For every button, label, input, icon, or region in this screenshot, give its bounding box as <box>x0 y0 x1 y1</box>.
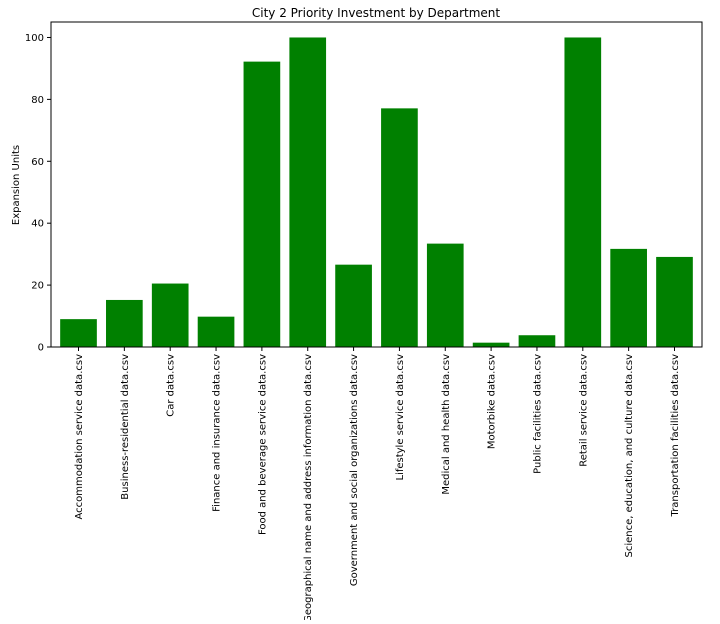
bar <box>151 283 189 347</box>
bar <box>518 335 556 347</box>
y-tick-label: 40 <box>31 219 44 230</box>
bar <box>564 37 602 347</box>
x-tick-label: Medical and health data.csv <box>441 354 452 495</box>
x-tick-label: Public facilities data.csv <box>532 354 543 474</box>
y-tick-label: 0 <box>38 343 44 354</box>
x-tick-label: Lifestyle service data.csv <box>395 354 406 481</box>
bar <box>197 316 235 347</box>
x-tick-label: Science, education, and culture data.csv <box>624 354 635 558</box>
x-tick-label: Accommodation service data.csv <box>74 354 85 520</box>
x-tick-label: Business-residential data.csv <box>120 354 131 500</box>
chart-title: City 2 Priority Investment by Department <box>252 6 501 20</box>
y-tick-label: 80 <box>31 95 44 106</box>
bar <box>106 299 143 347</box>
bar <box>243 61 281 347</box>
x-tick-label: Finance and insurance data.csv <box>212 354 223 512</box>
x-tick-label: Retail service data.csv <box>578 354 589 467</box>
x-tick-label: Car data.csv <box>166 354 177 417</box>
bar <box>60 319 97 347</box>
bar <box>656 256 693 347</box>
bar <box>426 243 464 347</box>
plot-frame <box>50 21 703 348</box>
plot-area: 0 20 40 60 80 100 Accommodation service data.c… <box>25 21 703 623</box>
y-tick-label: 60 <box>31 157 44 168</box>
bar <box>610 248 647 347</box>
bar <box>472 342 510 347</box>
bar <box>289 37 327 347</box>
x-tick-label: Government and social organizations data… <box>349 354 360 586</box>
bar <box>381 108 418 347</box>
y-tick-label: 100 <box>25 33 44 44</box>
x-tick-label: Transportation facilities data.csv <box>670 354 681 518</box>
x-tick-label: Motorbike data.csv <box>487 354 498 449</box>
y-tick-label: 20 <box>31 281 44 292</box>
y-axis-label: Expansion Units <box>11 145 22 225</box>
x-tick-label: Food and beverage service data.csv <box>257 354 268 535</box>
x-tick-label: Geographical name and address informatio… <box>303 354 314 620</box>
bar <box>335 264 372 347</box>
